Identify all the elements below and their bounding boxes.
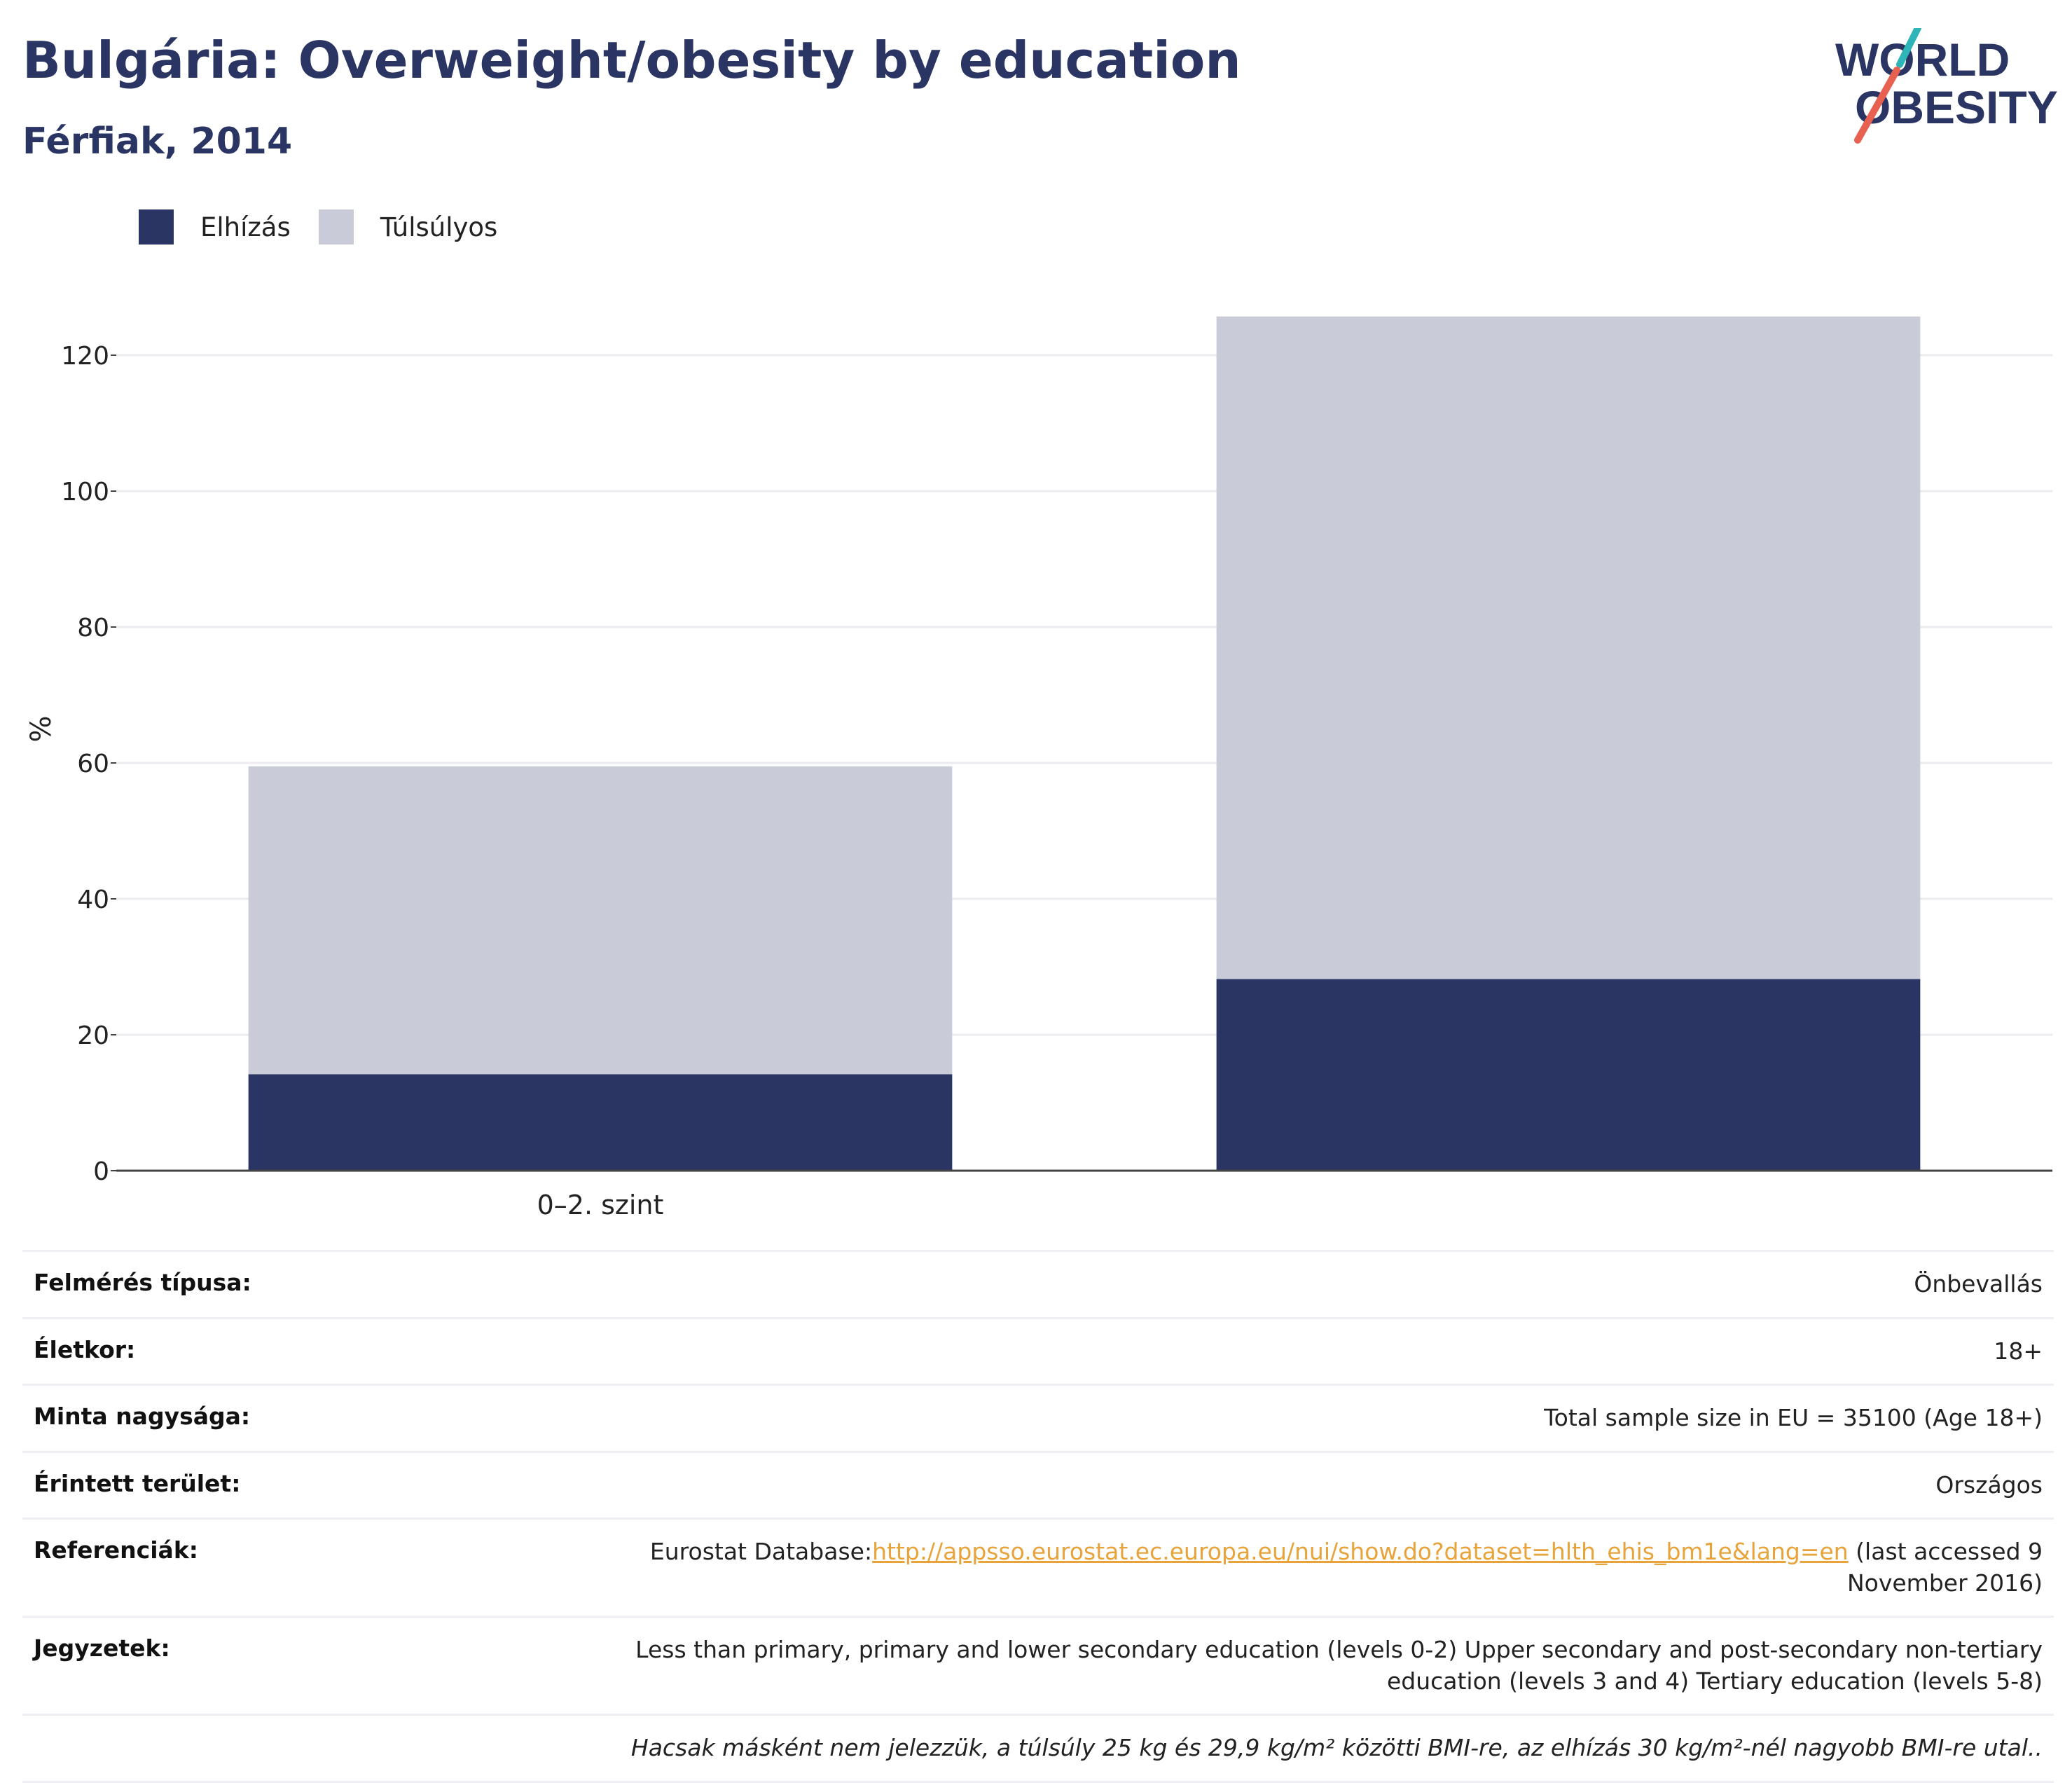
- info-row-survey-type: Felmérés típusa: Önbevallás: [22, 1250, 2054, 1317]
- legend-label-obesity: Elhízás: [200, 212, 291, 242]
- y-tick-label: 80: [77, 614, 109, 642]
- y-tick-label: 100: [61, 478, 109, 507]
- y-tick-label: 20: [77, 1021, 109, 1050]
- info-row-notes: Jegyzetek: Less than primary, primary an…: [22, 1616, 2054, 1714]
- bar-obesity: [1216, 979, 1921, 1171]
- info-table: Felmérés típusa: Önbevallás Életkor: 18+…: [22, 1250, 2054, 1783]
- y-tick-label: 40: [77, 886, 109, 914]
- info-row-sample: Minta nagysága: Total sample size in EU …: [22, 1384, 2054, 1451]
- y-tick-label: 120: [61, 342, 109, 371]
- y-tick-label: 0: [93, 1157, 109, 1186]
- chart-legend: Elhízás Túlsúlyos: [139, 207, 525, 247]
- info-label-age: Életkor:: [34, 1335, 136, 1363]
- reference-prefix: Eurostat Database:: [649, 1538, 873, 1566]
- info-row-age: Életkor: 18+: [22, 1316, 2054, 1384]
- info-value-sample: Total sample size in EU = 35100 (Age 18+…: [1544, 1404, 2043, 1432]
- legend-item-overweight[interactable]: Túlsúlyos: [318, 209, 498, 245]
- reference-link[interactable]: http://appsso.eurostat.ec.europa.eu/nui/…: [872, 1538, 1849, 1566]
- info-row-references: Referenciák: Eurostat Database:http://ap…: [22, 1517, 2054, 1616]
- bar-chart: 0 20 40 60 80 100 120% 0–2. szint: [25, 316, 2052, 1219]
- info-label-notes: Jegyzetek:: [34, 1634, 170, 1662]
- chart-title: Bulgária: Overweight/obesity by educatio…: [22, 31, 1241, 90]
- logo-slash-coral: [1854, 67, 1900, 144]
- y-axis-label: %: [25, 715, 57, 742]
- world-obesity-logo: WORLD OBESITY: [1835, 28, 2058, 144]
- y-tick-label: 60: [77, 750, 109, 778]
- chart-subtitle: Férfiak, 2014: [22, 121, 293, 163]
- info-row-area: Érintett terület: Országos: [22, 1450, 2054, 1518]
- info-value-age: 18+: [1994, 1337, 2043, 1365]
- bar-overweight: [248, 766, 953, 1075]
- info-label-references: Referenciák:: [34, 1536, 198, 1564]
- legend-swatch-overweight: [318, 209, 354, 245]
- logo-text-world: WORLD: [1835, 34, 2010, 85]
- info-value-area: Országos: [1935, 1471, 2043, 1499]
- legend-label-overweight: Túlsúlyos: [380, 212, 498, 242]
- info-label-sample: Minta nagysága:: [34, 1403, 251, 1431]
- info-value-notes: Less than primary, primary and lower sec…: [635, 1636, 2043, 1695]
- x-tick-label: 0–2. szint: [537, 1190, 664, 1219]
- legend-swatch-obesity: [139, 209, 174, 245]
- info-value-survey-type: Önbevallás: [1914, 1270, 2043, 1297]
- legend-item-obesity[interactable]: Elhízás: [139, 209, 291, 245]
- info-value-references: Eurostat Database:http://appsso.eurostat…: [600, 1536, 2043, 1599]
- info-row-footnote: Hacsak másként nem jelezzük, a túlsúly 2…: [22, 1714, 2054, 1783]
- bar-obesity: [248, 1074, 953, 1171]
- reference-suffix: (last accessed 9 November 2016): [1846, 1538, 2043, 1597]
- logo-slash-teal: [1896, 28, 1921, 68]
- info-footnote: Hacsak másként nem jelezzük, a túlsúly 2…: [630, 1734, 2043, 1762]
- info-label-area: Érintett terület:: [34, 1469, 241, 1497]
- bar-overweight: [1216, 316, 1921, 979]
- info-label-survey-type: Felmérés típusa:: [34, 1269, 251, 1296]
